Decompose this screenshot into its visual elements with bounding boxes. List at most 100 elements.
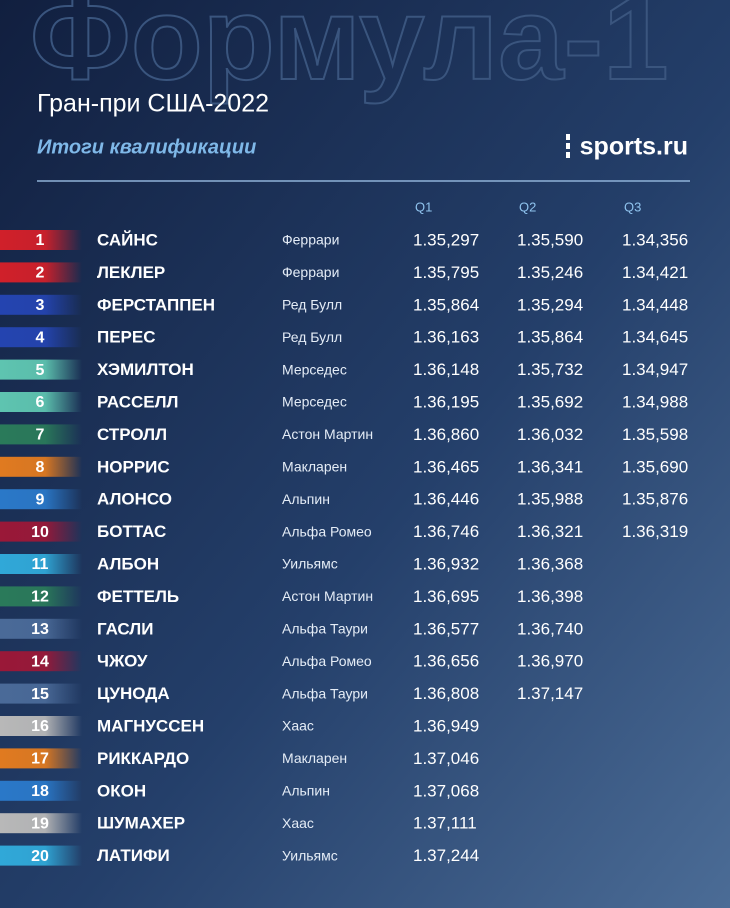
position: 1	[36, 232, 45, 249]
lap-time: 1.34,421	[622, 263, 688, 282]
lap-time: 1.35,294	[517, 295, 583, 314]
lap-time: 1.36,148	[413, 360, 479, 379]
team: Макларен	[282, 459, 347, 475]
team-color-bar	[0, 230, 82, 250]
driver: АЛОНСО	[97, 490, 172, 509]
position: 19	[31, 815, 49, 832]
column-header: Q1	[415, 199, 432, 214]
lap-time: 1.36,695	[413, 587, 479, 606]
team-color-bar	[0, 456, 82, 477]
title: Гран-при США-2022	[37, 90, 269, 118]
lap-time: 1.35,864	[413, 295, 479, 314]
position: 13	[31, 621, 49, 638]
position: 4	[36, 329, 45, 346]
lap-time: 1.36,163	[413, 328, 479, 347]
lap-time: 1.35,876	[622, 490, 688, 509]
lap-time: 1.36,746	[413, 522, 479, 541]
lap-time: 1.34,645	[622, 328, 688, 347]
team: Мерседес	[282, 361, 347, 377]
team: Уильямс	[282, 847, 338, 863]
lap-time: 1.36,808	[413, 684, 479, 703]
team-color-bar	[0, 359, 82, 380]
team-color-bar	[0, 489, 82, 510]
team-color-bar	[0, 392, 82, 412]
position: 20	[31, 848, 49, 865]
position: 6	[36, 394, 45, 411]
lap-time: 1.36,341	[517, 457, 583, 476]
team-color-bar	[0, 586, 82, 607]
lap-time: 1.36,465	[413, 457, 479, 476]
lap-time: 1.37,111	[413, 814, 477, 833]
column-header: Q3	[624, 199, 641, 214]
lap-time: 1.34,448	[622, 295, 688, 314]
lap-time: 1.36,932	[413, 554, 479, 573]
lap-time: 1.36,321	[517, 522, 583, 541]
team-color-bar	[0, 424, 82, 445]
team: Хаас	[282, 815, 314, 831]
lap-time: 1.36,368	[517, 554, 583, 573]
position: 2	[36, 265, 45, 282]
team-color-bar	[0, 716, 82, 736]
team-color-bar	[0, 294, 82, 315]
driver: ОКОН	[97, 781, 146, 800]
lap-time: 1.37,068	[413, 781, 479, 800]
lap-time: 1.35,598	[622, 425, 688, 444]
lap-time: 1.35,795	[413, 263, 479, 282]
team: Альфа Таури	[282, 685, 368, 701]
position: 17	[31, 751, 49, 768]
lap-time: 1.37,244	[413, 846, 479, 865]
lap-time: 1.35,297	[413, 230, 479, 249]
driver: ПЕРЕС	[97, 328, 156, 347]
team-color-bar	[0, 618, 82, 639]
driver: ЛЕКЛЕР	[97, 263, 165, 282]
team: Альфа Таури	[282, 621, 368, 637]
lap-time: 1.36,970	[517, 652, 583, 671]
driver: СТРОЛЛ	[97, 425, 167, 444]
lap-time: 1.36,656	[413, 652, 479, 671]
team-color-bar	[0, 780, 82, 801]
team-color-bar	[0, 262, 82, 283]
lap-time: 1.36,740	[517, 619, 583, 638]
team: Феррари	[282, 264, 339, 280]
position: 10	[31, 524, 49, 541]
driver: РАССЕЛЛ	[97, 392, 178, 411]
driver: ЦУНОДА	[97, 684, 170, 703]
driver: САЙНС	[97, 230, 158, 249]
team-color-bar	[0, 683, 82, 704]
lap-time: 1.37,046	[413, 749, 479, 768]
team-color-bar	[0, 748, 82, 769]
team: Уильямс	[282, 556, 338, 572]
lap-time: 1.36,860	[413, 425, 479, 444]
position: 18	[31, 783, 49, 800]
driver: ГАСЛИ	[97, 619, 153, 638]
team: Хаас	[282, 718, 314, 734]
position: 16	[31, 718, 49, 735]
driver: ФЕРСТАППЕН	[97, 295, 215, 314]
lap-time: 1.36,032	[517, 425, 583, 444]
position: 11	[32, 556, 49, 573]
driver: ФЕТТЕЛЬ	[97, 587, 179, 606]
team: Альфа Ромео	[282, 523, 372, 539]
team-color-bar	[0, 845, 82, 866]
driver: МАГНУССЕН	[97, 716, 204, 735]
lap-time: 1.36,195	[413, 392, 479, 411]
driver: ЧЖОУ	[97, 652, 148, 671]
watermark: Формула-1	[30, 0, 669, 105]
column-header: Q2	[519, 199, 536, 214]
team-color-bar	[0, 554, 82, 574]
team: Астон Мартин	[282, 588, 373, 604]
team: Астон Мартин	[282, 426, 373, 442]
position: 9	[36, 491, 45, 508]
logo: sports.ru	[580, 133, 688, 161]
lap-time: 1.35,864	[517, 328, 583, 347]
lap-time: 1.35,732	[517, 360, 583, 379]
team-color-bar	[0, 651, 82, 672]
team-color-bar	[0, 813, 82, 834]
driver: НОРРИС	[97, 457, 170, 476]
team: Мерседес	[282, 394, 347, 410]
lap-time: 1.35,590	[517, 230, 583, 249]
position: 15	[31, 686, 49, 703]
driver: ШУМАХЕР	[97, 814, 185, 833]
